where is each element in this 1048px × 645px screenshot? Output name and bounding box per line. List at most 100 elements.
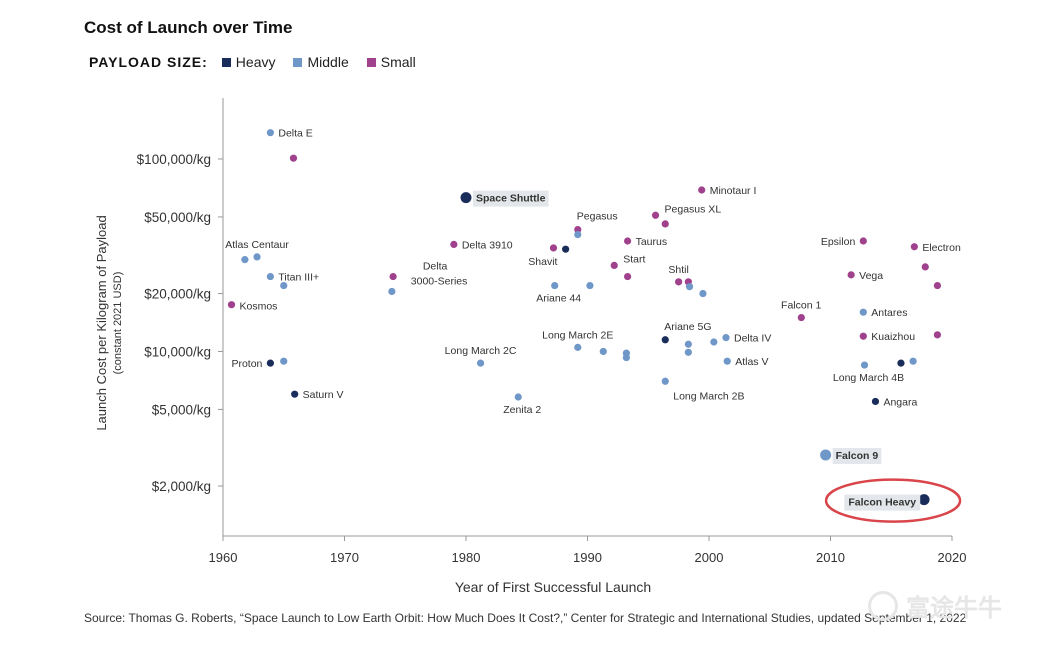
data-point xyxy=(266,272,274,281)
highlight-box xyxy=(844,494,921,511)
axes: Year of First Successful Launch Launch C… xyxy=(94,98,952,595)
data-point xyxy=(897,359,905,367)
y-tick-label: $10,000/kg xyxy=(144,344,211,359)
point-label: Atlas Centaur xyxy=(225,239,289,251)
data-point xyxy=(551,281,559,290)
data-point xyxy=(661,377,669,385)
data-point xyxy=(698,186,706,194)
data-point xyxy=(684,348,692,356)
point-label: Ariane 5G xyxy=(664,321,711,333)
legend-label-middle: Middle xyxy=(307,54,349,70)
point-label: Titan III+ xyxy=(278,272,319,284)
point-label: Electron xyxy=(922,242,961,254)
data-point xyxy=(722,334,730,342)
data-point xyxy=(280,281,288,290)
data-point xyxy=(910,243,918,251)
point-label: Kuaizhou xyxy=(871,331,915,343)
x-tick-label: 2000 xyxy=(695,550,724,565)
highlight-box xyxy=(832,447,882,464)
chart-title: Cost of Launch over Time xyxy=(84,18,293,37)
highlight-box xyxy=(473,190,549,207)
source-note: Source: Thomas G. Roberts, “Space Launch… xyxy=(84,611,967,625)
legend-item-small: Small xyxy=(366,54,416,70)
data-point xyxy=(623,272,632,281)
point-label: Delta IV xyxy=(734,333,771,345)
legend-title: PAYLOAD SIZE: xyxy=(89,54,208,70)
y-tick-label: $50,000/kg xyxy=(144,210,211,225)
y-tick-label: $20,000/kg xyxy=(144,287,211,302)
data-point xyxy=(921,263,929,271)
x-axis-title: Year of First Successful Launch xyxy=(455,579,651,595)
data-point xyxy=(859,308,867,316)
data-point xyxy=(918,494,930,506)
point-label: Falcon 1 xyxy=(781,300,821,312)
data-point xyxy=(266,129,274,137)
x-tick-label: 1980 xyxy=(452,550,481,565)
data-point xyxy=(661,220,669,228)
data-point xyxy=(241,256,249,264)
data-point xyxy=(723,357,731,365)
point-label: Shtil xyxy=(668,264,688,276)
data-point xyxy=(599,347,607,356)
data-point xyxy=(933,281,942,290)
point-label: Long March 2C xyxy=(445,345,517,357)
data-point xyxy=(574,343,582,351)
data-point xyxy=(253,253,261,261)
point-label: Vega xyxy=(859,270,883,282)
point-label: Long March 2E xyxy=(542,329,613,341)
point-label: Atlas V xyxy=(735,356,768,368)
point-label: Start xyxy=(623,253,645,265)
point-label: Delta E xyxy=(278,128,312,140)
y-tick-label: $2,000/kg xyxy=(152,479,211,494)
legend-label-small: Small xyxy=(380,54,416,70)
highlight-circle xyxy=(824,478,962,523)
point-label: Shavit xyxy=(528,256,557,268)
data-point xyxy=(460,192,472,204)
data-point xyxy=(450,240,458,248)
point-label: Epsilon xyxy=(821,236,856,248)
data-point xyxy=(685,283,694,291)
data-point xyxy=(699,289,707,298)
y-axis-subtitle: (constant 2021 USD) xyxy=(112,272,124,375)
data-point xyxy=(574,230,582,239)
data-point xyxy=(661,336,669,344)
data-point xyxy=(860,361,869,369)
legend-item-heavy: Heavy xyxy=(221,54,276,70)
data-point xyxy=(291,390,299,398)
data-point xyxy=(684,340,692,348)
point-label: Zenita 2 xyxy=(503,404,541,416)
x-tick-label: 2020 xyxy=(938,550,967,565)
data-point xyxy=(651,211,660,219)
data-point xyxy=(476,359,485,367)
legend-swatch-small xyxy=(366,57,376,67)
data-point xyxy=(859,237,867,245)
data-point xyxy=(623,237,632,245)
data-point xyxy=(586,281,594,290)
data-point xyxy=(549,244,558,252)
data-point xyxy=(847,271,855,279)
point-label: Angara xyxy=(883,396,917,408)
legend: PAYLOAD SIZE: Heavy Middle Small xyxy=(89,54,434,70)
legend-swatch-middle xyxy=(293,57,303,67)
watermark: 富途牛牛 xyxy=(868,588,1002,623)
data-point xyxy=(280,357,288,365)
data-point xyxy=(562,245,570,253)
point-label: Ariane 44 xyxy=(536,293,581,305)
point-label: Long March 2B xyxy=(673,390,744,402)
point-label: Antares xyxy=(871,307,907,319)
x-tick-label: 2010 xyxy=(816,550,845,565)
data-point xyxy=(933,331,942,339)
legend-label-heavy: Heavy xyxy=(235,54,276,70)
data-point xyxy=(797,313,805,322)
point-label: Taurus xyxy=(636,236,668,248)
y-tick-label: $5,000/kg xyxy=(152,402,211,417)
data-point xyxy=(289,154,298,162)
data-point xyxy=(610,261,618,270)
point-label: Pegasus XL xyxy=(665,203,722,215)
data-point xyxy=(266,359,274,367)
point-label: Proton xyxy=(231,358,262,370)
data-point xyxy=(871,397,880,406)
x-tick-label: 1970 xyxy=(330,550,359,565)
data-point xyxy=(675,278,683,286)
